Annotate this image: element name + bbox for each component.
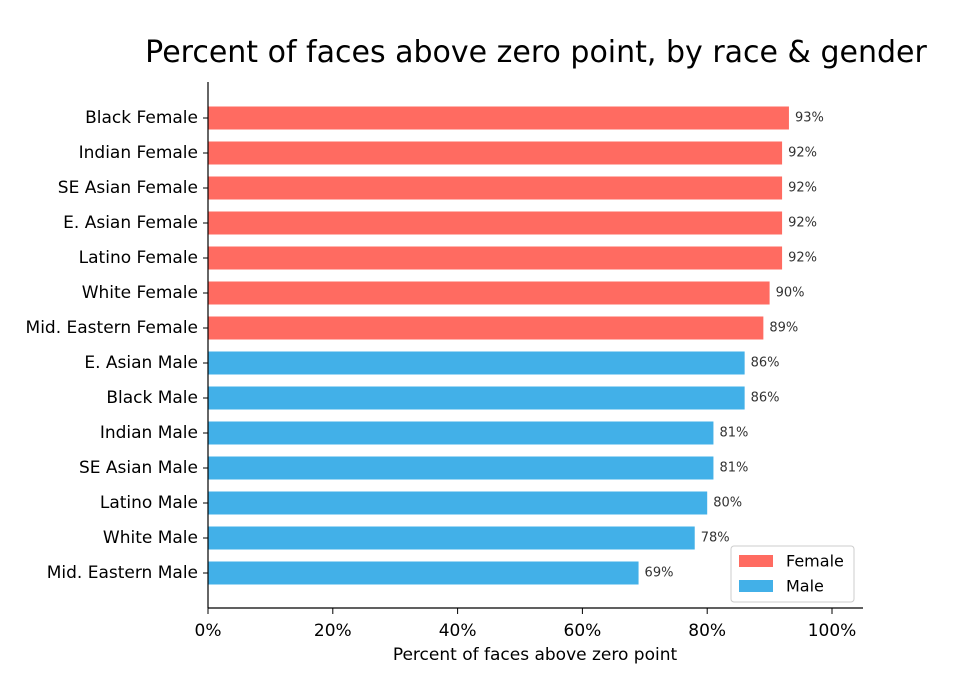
value-label: 81% [719, 426, 748, 441]
bar-indian-male [208, 421, 714, 445]
legend-swatch-female [739, 555, 773, 567]
value-label: 93% [795, 111, 824, 126]
x-tick-label: 60% [564, 621, 602, 641]
value-label: 92% [788, 146, 817, 161]
category-label: Indian Male [100, 423, 198, 443]
category-label: Indian Female [79, 143, 198, 163]
category-label: White Female [82, 283, 198, 303]
bar-white-male [208, 526, 695, 550]
category-label: Latino Male [100, 493, 198, 513]
legend: Female Male [730, 545, 855, 603]
x-tick-label: 20% [314, 621, 352, 641]
category-label: Black Male [106, 388, 198, 408]
value-label: 90% [776, 286, 805, 301]
legend-label-male: Male [786, 577, 824, 596]
bar-mid-eastern-female [208, 316, 764, 340]
bar-se-asian-male [208, 456, 714, 480]
category-label: E. Asian Female [63, 213, 198, 233]
value-labels-group: 93% 92% 92% 92% 92% 90% 89% 86% 86% 81% 81% 80% 78% 6… [645, 111, 824, 581]
value-label: 78% [701, 531, 730, 546]
x-tick-label: 80% [688, 621, 726, 641]
bars-group [208, 106, 789, 585]
value-label: 92% [788, 216, 817, 231]
x-tick-label: 100% [808, 621, 857, 641]
category-label: Mid. Eastern Female [26, 318, 198, 338]
bar-e-asian-female [208, 211, 783, 235]
x-axis-title: Percent of faces above zero point [393, 645, 678, 665]
bar-white-female [208, 281, 770, 305]
category-label: E. Asian Male [84, 353, 198, 373]
bar-black-female [208, 106, 789, 130]
category-label: SE Asian Male [79, 458, 198, 478]
category-label: SE Asian Female [58, 178, 198, 198]
category-label: Mid. Eastern Male [47, 563, 198, 583]
category-label: Latino Female [79, 248, 198, 268]
x-tick-label: 40% [439, 621, 477, 641]
bar-latino-male [208, 491, 708, 515]
legend-swatch-male [739, 580, 773, 592]
category-labels-group: Black Female Indian Female SE Asian Female… [26, 108, 208, 583]
axes-group: 0% 20% 40% 60% 80% 100% [195, 82, 863, 641]
value-label: 89% [769, 321, 798, 336]
value-label: 92% [788, 181, 817, 196]
category-label: Black Female [85, 108, 198, 128]
value-label: 80% [713, 496, 742, 511]
bar-indian-female [208, 141, 783, 165]
bar-latino-female [208, 246, 783, 270]
x-tick-label: 0% [195, 621, 222, 641]
legend-label-female: Female [786, 552, 844, 571]
bar-se-asian-female [208, 176, 783, 200]
bar-black-male [208, 386, 745, 410]
chart-title: Percent of faces above zero point, by ra… [145, 35, 927, 70]
value-label: 69% [645, 566, 674, 581]
bar-mid-eastern-male [208, 561, 639, 585]
value-label: 86% [751, 391, 780, 406]
value-label: 92% [788, 251, 817, 266]
value-label: 81% [719, 461, 748, 476]
bar-e-asian-male [208, 351, 745, 375]
category-label: White Male [103, 528, 198, 548]
value-label: 86% [751, 356, 780, 371]
